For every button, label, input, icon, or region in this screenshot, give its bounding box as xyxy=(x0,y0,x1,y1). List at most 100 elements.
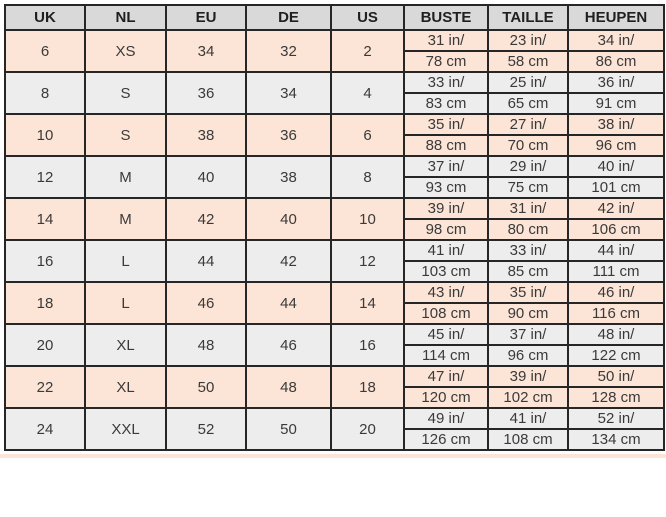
cell-taille-in: 23 in/ xyxy=(487,29,569,52)
cell-heupen-cm: 101 cm xyxy=(567,176,665,199)
column-header-nl: NL xyxy=(84,4,167,31)
cell-de: 48 xyxy=(245,365,332,409)
column-header-uk: UK xyxy=(4,4,86,31)
cell-us: 14 xyxy=(330,281,405,325)
cell-heupen-in: 48 in/ xyxy=(567,323,665,346)
cell-taille-cm: 85 cm xyxy=(487,260,569,283)
cell-taille-cm: 70 cm xyxy=(487,134,569,157)
cell-eu: 48 xyxy=(165,323,247,367)
table-row: 18 L 46 44 14 43 in/35 in/46 in/ xyxy=(4,281,665,325)
cell-de: 50 xyxy=(245,407,332,451)
cell-eu: 50 xyxy=(165,365,247,409)
cell-heupen-cm: 91 cm xyxy=(567,92,665,115)
cell-taille-in: 29 in/ xyxy=(487,155,569,178)
cell-buste-cm: 103 cm xyxy=(403,260,489,283)
table-row-cm: 83 cm 65 cm 91 cm xyxy=(5,92,665,115)
table-row-cm: 114 cm 96 cm 122 cm xyxy=(5,344,665,367)
cell-nl: XS xyxy=(84,29,167,73)
cell-buste-in: 31 in/ xyxy=(403,29,489,52)
cell-us: 12 xyxy=(330,239,405,283)
cell-buste-cm: 114 cm xyxy=(403,344,489,367)
table-row: 22 XL 50 48 18 47 in/39 in/50 in/ xyxy=(4,365,665,409)
cell-eu: 42 xyxy=(165,197,247,241)
cell-buste-cm: 78 cm xyxy=(403,50,489,73)
cell-us: 4 xyxy=(330,71,405,115)
cell-nl: L xyxy=(84,281,167,325)
cell-buste-cm: 108 cm xyxy=(403,302,489,325)
cell-us: 16 xyxy=(330,323,405,367)
table-row: 6 XS 34 32 2 31 in/23 in/34 in/ xyxy=(4,29,665,73)
cell-de: 46 xyxy=(245,323,332,367)
cell-uk: 22 xyxy=(4,365,86,409)
column-header-heupen: HEUPEN xyxy=(567,4,665,31)
cell-taille-in: 35 in/ xyxy=(487,281,569,304)
cell-heupen-in: 34 in/ xyxy=(567,29,665,52)
cell-heupen-cm: 122 cm xyxy=(567,344,665,367)
table-row-cm: 98 cm 80 cm 106 cm xyxy=(5,218,665,241)
cell-taille-cm: 80 cm xyxy=(487,218,569,241)
cell-buste-in: 49 in/ xyxy=(403,407,489,430)
cell-taille-in: 37 in/ xyxy=(487,323,569,346)
table-row: 14 M 42 40 10 39 in/31 in/42 in/ xyxy=(4,197,665,241)
cell-taille-in: 27 in/ xyxy=(487,113,569,136)
cell-eu: 34 xyxy=(165,29,247,73)
cell-heupen-in: 46 in/ xyxy=(567,281,665,304)
cell-us: 8 xyxy=(330,155,405,199)
cell-us: 2 xyxy=(330,29,405,73)
table-row: 12 M 40 38 8 37 in/29 in/40 in/ xyxy=(4,155,665,199)
cell-buste-in: 47 in/ xyxy=(403,365,489,388)
cell-buste-in: 33 in/ xyxy=(403,71,489,94)
cell-nl: XL xyxy=(84,365,167,409)
cell-taille-in: 33 in/ xyxy=(487,239,569,262)
cell-heupen-cm: 86 cm xyxy=(567,50,665,73)
cell-buste-in: 37 in/ xyxy=(403,155,489,178)
table-row-cm: 120 cm 102 cm 128 cm xyxy=(5,386,665,409)
table-row: 24 XXL 52 50 20 49 in/41 in/52 in/ xyxy=(4,407,665,451)
cell-taille-cm: 108 cm xyxy=(487,428,569,451)
cell-buste-in: 43 in/ xyxy=(403,281,489,304)
cell-eu: 52 xyxy=(165,407,247,451)
cell-de: 36 xyxy=(245,113,332,157)
cell-heupen-cm: 116 cm xyxy=(567,302,665,325)
cell-us: 18 xyxy=(330,365,405,409)
table-row: 16 L 44 42 12 41 in/33 in/44 in/ xyxy=(4,239,665,283)
size-conversion-table: UK NL EU DE US BUSTE TAILLE HEUPEN 6 XS 34… xyxy=(4,4,665,451)
cell-us: 6 xyxy=(330,113,405,157)
cell-buste-cm: 93 cm xyxy=(403,176,489,199)
cell-nl: L xyxy=(84,239,167,283)
cell-heupen-cm: 111 cm xyxy=(567,260,665,283)
header-row: UK NL EU DE US BUSTE TAILLE HEUPEN xyxy=(4,4,665,31)
cell-us: 10 xyxy=(330,197,405,241)
cell-eu: 44 xyxy=(165,239,247,283)
cell-buste-in: 39 in/ xyxy=(403,197,489,220)
cell-us: 20 xyxy=(330,407,405,451)
cell-eu: 46 xyxy=(165,281,247,325)
cell-buste-cm: 126 cm xyxy=(403,428,489,451)
cell-buste-in: 41 in/ xyxy=(403,239,489,262)
cell-de: 38 xyxy=(245,155,332,199)
cell-heupen-cm: 96 cm xyxy=(567,134,665,157)
cell-uk: 20 xyxy=(4,323,86,367)
column-header-de: DE xyxy=(245,4,332,31)
cell-heupen-cm: 134 cm xyxy=(567,428,665,451)
table-row-cm: 103 cm 85 cm 111 cm xyxy=(5,260,665,283)
cell-heupen-in: 50 in/ xyxy=(567,365,665,388)
cell-buste-cm: 83 cm xyxy=(403,92,489,115)
cell-de: 32 xyxy=(245,29,332,73)
cell-heupen-in: 38 in/ xyxy=(567,113,665,136)
column-header-buste: BUSTE xyxy=(403,4,489,31)
cell-de: 42 xyxy=(245,239,332,283)
cell-heupen-in: 52 in/ xyxy=(567,407,665,430)
cell-nl: S xyxy=(84,71,167,115)
cell-heupen-cm: 128 cm xyxy=(567,386,665,409)
cell-nl: S xyxy=(84,113,167,157)
cell-eu: 40 xyxy=(165,155,247,199)
cell-de: 34 xyxy=(245,71,332,115)
cell-heupen-cm: 106 cm xyxy=(567,218,665,241)
cell-buste-cm: 120 cm xyxy=(403,386,489,409)
cell-uk: 16 xyxy=(4,239,86,283)
table-row: 10 S 38 36 6 35 in/27 in/38 in/ xyxy=(4,113,665,157)
table-row-cm: 126 cm 108 cm 134 cm xyxy=(5,428,665,451)
cell-taille-in: 41 in/ xyxy=(487,407,569,430)
table-row: 20 XL 48 46 16 45 in/37 in/48 in/ xyxy=(4,323,665,367)
